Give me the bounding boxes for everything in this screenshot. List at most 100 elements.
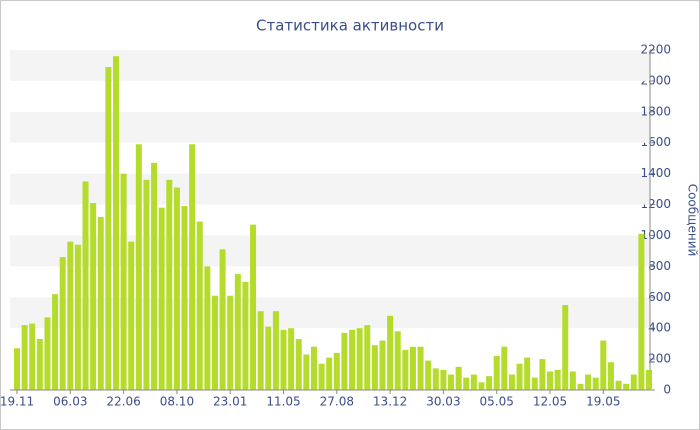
- bar: [554, 369, 561, 390]
- bar: [120, 173, 127, 390]
- bar: [341, 332, 348, 390]
- bar: [493, 356, 500, 390]
- x-tick-label: 13.12: [373, 395, 407, 409]
- bar: [196, 221, 203, 390]
- bar: [516, 363, 523, 390]
- bar: [135, 144, 142, 390]
- bar: [562, 305, 569, 390]
- bar: [82, 181, 89, 390]
- bar: [425, 360, 432, 390]
- bar: [387, 315, 394, 390]
- bar: [181, 206, 188, 390]
- bar: [326, 357, 333, 390]
- bar: [539, 359, 546, 390]
- bar: [128, 241, 135, 390]
- bar: [470, 374, 477, 390]
- y-tick-label: 400: [648, 321, 671, 335]
- bar: [607, 362, 614, 390]
- bar: [409, 346, 416, 390]
- bar: [310, 346, 317, 390]
- bar: [356, 328, 363, 390]
- x-tick-label: 08.10: [160, 395, 194, 409]
- bar: [67, 241, 74, 390]
- y-tick-label: 800: [648, 259, 671, 273]
- chart-title: Статистика активности: [256, 17, 444, 35]
- bar: [36, 339, 43, 390]
- bar: [143, 179, 150, 390]
- y-tick-label: 1000: [640, 228, 671, 242]
- bar: [577, 383, 584, 390]
- bar: [432, 368, 439, 390]
- y-tick-label: 0: [663, 383, 671, 397]
- bar: [615, 380, 622, 390]
- bar: [173, 187, 180, 390]
- y-tick-label: 200: [648, 352, 671, 366]
- bar: [158, 207, 165, 390]
- bar: [257, 311, 264, 390]
- y-tick-label: 600: [648, 290, 671, 304]
- bar: [501, 346, 508, 390]
- bar: [295, 339, 302, 390]
- bar: [600, 340, 607, 390]
- bar: [90, 203, 97, 390]
- bar: [112, 56, 119, 390]
- x-tick-label: 05.05: [480, 395, 514, 409]
- bar: [265, 326, 272, 390]
- bar: [280, 329, 287, 390]
- bar: [478, 382, 485, 390]
- bar: [211, 295, 218, 390]
- bar: [364, 325, 371, 390]
- bar: [52, 294, 59, 390]
- x-tick-label: 11.05: [266, 395, 300, 409]
- bar: [463, 377, 470, 390]
- bar: [508, 374, 515, 390]
- x-tick-label: 27.08: [320, 395, 354, 409]
- y-axis-label: Сообщений: [686, 184, 700, 257]
- bar: [97, 216, 104, 390]
- bar: [455, 366, 462, 390]
- bar: [318, 363, 325, 390]
- x-tick-label: 19.11: [0, 395, 34, 409]
- bar: [166, 179, 173, 390]
- bar: [44, 317, 51, 390]
- bar: [219, 249, 226, 390]
- bar: [349, 329, 356, 390]
- bar: [250, 224, 257, 390]
- bar: [646, 369, 652, 390]
- y-tick-label: 1400: [640, 166, 671, 180]
- bar: [234, 274, 241, 390]
- bar: [74, 244, 81, 390]
- y-tick-label: 2200: [640, 43, 671, 57]
- bar: [585, 374, 592, 390]
- bar: [227, 295, 234, 390]
- x-tick-label: 22.06: [106, 395, 140, 409]
- bar: [189, 144, 196, 390]
- bar: [524, 357, 531, 390]
- bar: [333, 352, 340, 390]
- bar: [242, 281, 249, 390]
- bar: [638, 233, 645, 390]
- bar: [288, 328, 295, 390]
- bar: [486, 376, 493, 390]
- bar: [531, 377, 538, 390]
- bar: [623, 383, 630, 390]
- bar: [204, 266, 211, 390]
- bar: [272, 311, 279, 390]
- bar: [21, 325, 28, 390]
- bar: [394, 331, 401, 390]
- bar: [417, 346, 424, 390]
- bar: [14, 348, 20, 390]
- bar: [547, 371, 554, 390]
- bar: [592, 377, 599, 390]
- bar: [448, 374, 455, 390]
- x-tick-label: 23.01: [213, 395, 247, 409]
- bar: [569, 371, 576, 390]
- bar: [402, 349, 409, 390]
- x-tick-label: 06.03: [53, 395, 87, 409]
- x-tick-label: 19.05: [586, 395, 620, 409]
- bar: [371, 345, 378, 390]
- bar: [303, 354, 310, 390]
- x-tick-label: 12.05: [533, 395, 567, 409]
- bar: [151, 162, 158, 390]
